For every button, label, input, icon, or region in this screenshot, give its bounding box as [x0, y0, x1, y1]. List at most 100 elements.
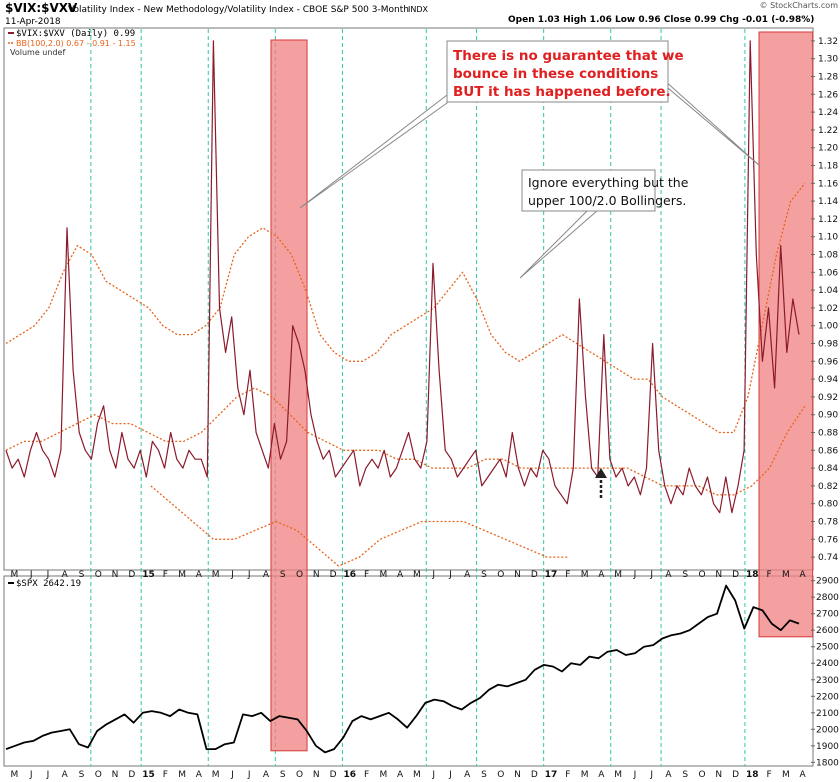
y-tick-label: 1.00 [818, 322, 838, 332]
x-month-label: F [565, 570, 570, 580]
y-tick-label: 1.24 [818, 108, 838, 118]
chart-header: $VIX:$VXV Volatility Index - New Methodo… [5, 1, 838, 27]
x-month-label: D [128, 570, 135, 580]
y-tick-label: 1.10 [818, 233, 838, 243]
ratio-series [5, 40, 800, 514]
x-month-label: A [464, 570, 471, 580]
red-annotation-line-3: BUT it has happened before. [453, 84, 671, 100]
x-month-label: F [364, 570, 369, 580]
upper-y-axis: 1.32 1.30 1.28 1.26 1.24 1.22 1.20 1.18 1.16 1.14… [811, 37, 838, 563]
y-tick-label: 0.86 [818, 446, 838, 456]
red-annotation-box [446, 40, 669, 103]
lower-x-axis: M J J A S O N D 15 F M A M J J A S O N D 16 F M A M J J A S O N D 17 F M A M… [11, 770, 807, 780]
x-month-label: A [800, 770, 807, 780]
x-month-label: M [212, 770, 220, 780]
lower-y-axis: 2900 2800 2700 2600 2500 2400 2300 2200 2100 2000… [811, 577, 839, 768]
x-month-label: D [531, 770, 538, 780]
x-month-label: F [163, 570, 168, 580]
spx-line [5, 584, 800, 754]
y-tick-label: 2900 [816, 577, 839, 587]
x-month-label: S [79, 770, 85, 780]
y-tick-label: 2300 [816, 676, 839, 686]
x-month-label: 16 [344, 570, 357, 580]
x-month-label: J [247, 570, 251, 580]
y-tick-label: 1.18 [818, 162, 838, 172]
x-month-label: J [29, 570, 33, 580]
bb-upper-line [5, 182, 806, 434]
x-month-label: F [364, 770, 369, 780]
x-month-label: M [178, 570, 186, 580]
symbol-label: $VIX:$VXV [5, 1, 78, 15]
x-month-label: O [296, 770, 303, 780]
y-tick-label: 1.22 [818, 126, 838, 136]
y-tick-label: 0.82 [818, 482, 838, 492]
x-month-label: 16 [344, 770, 357, 780]
y-tick-label: 2400 [816, 659, 839, 669]
x-month-label: O [698, 770, 705, 780]
y-tick-label: 1.28 [818, 73, 838, 83]
x-month-label: D [128, 770, 135, 780]
y-tick-label: 0.92 [818, 393, 838, 403]
spx-series [5, 584, 800, 754]
bb-middle-line [5, 387, 806, 496]
x-month-label: S [682, 570, 688, 580]
y-tick-label: 1.32 [818, 37, 838, 47]
x-month-label: J [46, 770, 50, 780]
x-month-label: M [413, 570, 421, 580]
x-month-label: M [614, 770, 622, 780]
x-month-label: A [397, 570, 404, 580]
x-month-label: S [280, 570, 286, 580]
x-month-label: A [665, 570, 672, 580]
x-month-label: M [782, 570, 790, 580]
x-month-label: F [163, 770, 168, 780]
x-month-label: O [497, 570, 504, 580]
x-month-label: S [481, 770, 487, 780]
x-month-label: J [448, 770, 452, 780]
x-month-label: N [715, 570, 722, 580]
y-tick-label: 2100 [816, 709, 839, 719]
ohlc-readout: Open 1.03 High 1.06 Low 0.96 Close 0.99 … [508, 15, 814, 25]
x-month-label: M [413, 770, 421, 780]
y-tick-label: 0.84 [818, 464, 838, 474]
x-month-label: A [464, 770, 471, 780]
x-month-label: J [431, 770, 435, 780]
x-month-label: M [178, 770, 186, 780]
y-tick-label: 2200 [816, 692, 839, 702]
watermark: © StockCharts.com [760, 1, 839, 10]
x-month-label: A [196, 770, 203, 780]
y-tick-label: 1.06 [818, 268, 838, 278]
x-month-label: N [313, 570, 320, 580]
legend-bb: BB(100,2.0) 0.67 - 0.91 - 1.15 [16, 39, 136, 48]
x-month-label: 15 [142, 770, 155, 780]
y-tick-label: 1.14 [818, 197, 838, 207]
lower-panel-frame [3, 575, 814, 767]
x-month-label: N [715, 770, 722, 780]
x-month-label: J [448, 570, 452, 580]
upper-x-axis: M J J A S O N D 15 F M A M J J A S O N D 16 F M A M J J A S O N D 17 F M A M… [11, 570, 807, 580]
gray-annotation: Ignore everything but the upper 100/2.0 … [521, 169, 689, 212]
y-tick-label: 0.96 [818, 357, 838, 367]
legend-ratio: $VIX:$VXV (Daily) 0.99 [16, 29, 135, 39]
x-month-label: A [800, 570, 807, 580]
x-month-label: J [29, 770, 33, 780]
x-month-label: A [598, 570, 605, 580]
x-month-label: 18 [746, 570, 759, 580]
x-month-label: M [581, 570, 589, 580]
x-month-label: M [212, 570, 220, 580]
x-month-label: A [62, 570, 69, 580]
x-month-label: J [46, 570, 50, 580]
exchange-label: INDX [408, 5, 429, 14]
x-month-label: F [565, 770, 570, 780]
x-month-label: N [514, 570, 521, 580]
x-month-label: J [633, 570, 637, 580]
y-tick-label: 2000 [816, 725, 839, 735]
x-month-label: 15 [142, 570, 155, 580]
x-month-label: 18 [746, 770, 759, 780]
x-month-label: O [95, 570, 102, 580]
y-tick-label: 0.90 [818, 411, 838, 421]
bollinger-bands [5, 182, 806, 567]
y-tick-label: 0.98 [818, 340, 838, 350]
y-tick-label: 2600 [816, 626, 839, 636]
x-month-label: M [782, 770, 790, 780]
